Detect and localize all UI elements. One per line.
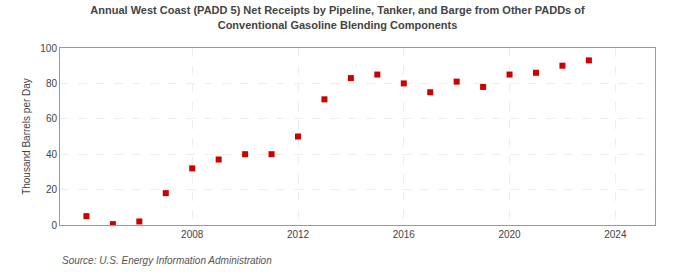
svg-text:2012: 2012 <box>287 229 310 240</box>
svg-text:20: 20 <box>46 184 58 195</box>
svg-text:2008: 2008 <box>181 229 204 240</box>
svg-text:100: 100 <box>40 43 57 54</box>
svg-text:Thousand Barrels per Day: Thousand Barrels per Day <box>21 78 32 195</box>
svg-text:Annual West Coast (PADD 5) Net: Annual West Coast (PADD 5) Net Receipts … <box>90 4 585 30</box>
svg-text:0: 0 <box>51 220 57 231</box>
svg-text:60: 60 <box>46 113 58 124</box>
svg-text:80: 80 <box>46 78 58 89</box>
svg-text:40: 40 <box>46 149 58 160</box>
svg-text:Source: U.S. Energy Informatio: Source: U.S. Energy Information Administ… <box>62 255 272 266</box>
svg-text:2020: 2020 <box>498 229 521 240</box>
svg-text:2024: 2024 <box>604 229 627 240</box>
svg-text:2016: 2016 <box>393 229 416 240</box>
